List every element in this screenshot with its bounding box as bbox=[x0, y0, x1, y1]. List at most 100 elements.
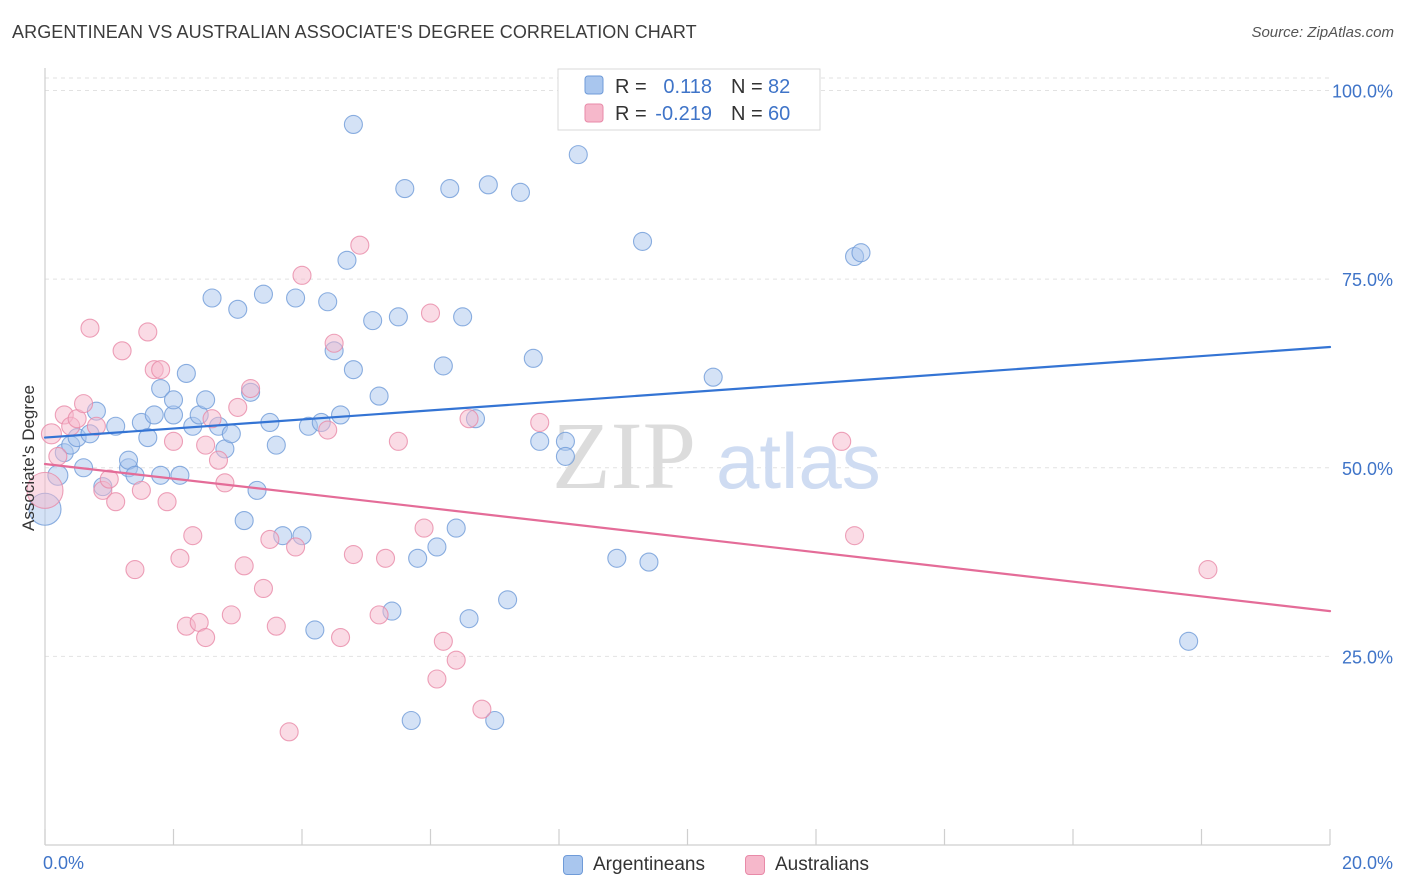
point-argentineans bbox=[228, 299, 248, 319]
point-argentineans bbox=[330, 405, 351, 425]
point-australians bbox=[86, 416, 106, 436]
point-argentineans bbox=[318, 292, 338, 312]
point-argentineans bbox=[196, 390, 216, 410]
point-argentineans bbox=[433, 356, 453, 376]
stats-legend-n-value: 60 bbox=[768, 103, 790, 125]
point-argentineans bbox=[485, 710, 505, 731]
y-tick-label: 50.0% bbox=[1342, 459, 1393, 479]
point-australians bbox=[48, 446, 68, 466]
point-australians bbox=[234, 556, 254, 576]
point-argentineans bbox=[144, 405, 164, 425]
chart-source: Source: ZipAtlas.com bbox=[1251, 24, 1394, 41]
point-argentineans bbox=[286, 288, 306, 308]
point-australians bbox=[433, 631, 453, 651]
point-australians bbox=[832, 431, 852, 451]
stats-legend-n-label: N = bbox=[731, 76, 763, 98]
point-australians bbox=[151, 360, 171, 380]
stats-legend-r-label: R = bbox=[615, 76, 647, 98]
stats-legend-r-value: -0.219 bbox=[655, 103, 712, 125]
point-australians bbox=[163, 431, 184, 451]
point-australians bbox=[228, 397, 248, 417]
point-australians bbox=[530, 412, 550, 433]
point-australians bbox=[208, 450, 229, 470]
point-argentineans bbox=[395, 179, 415, 199]
point-argentineans bbox=[632, 231, 653, 251]
legend-label-argentineans: Argentineans bbox=[593, 854, 705, 875]
y-axis-title: Associate's Degree bbox=[19, 385, 38, 531]
legend-item-argentineans[interactable]: Argentineans bbox=[563, 852, 705, 878]
point-argentineans bbox=[176, 363, 196, 383]
point-argentineans bbox=[523, 348, 543, 368]
point-argentineans bbox=[337, 250, 357, 270]
y-tick-label: 100.0% bbox=[1332, 82, 1393, 102]
point-australians bbox=[196, 435, 216, 455]
point-argentineans bbox=[151, 465, 171, 485]
y-tick-label: 75.0% bbox=[1342, 270, 1393, 290]
tick-labels: 25.0% 50.0% 75.0% 100.0% 0.0% 20.0% bbox=[43, 82, 1393, 874]
point-argentineans bbox=[851, 243, 871, 263]
trend-line-australians bbox=[43, 462, 1332, 613]
point-australians bbox=[196, 627, 216, 648]
point-australians bbox=[330, 627, 351, 648]
point-argentineans bbox=[266, 435, 286, 455]
point-argentineans bbox=[639, 552, 659, 572]
chart-title: ARGENTINEAN VS AUSTRALIAN ASSOCIATE'S DE… bbox=[12, 22, 697, 42]
watermark-zip: ZIP bbox=[552, 402, 696, 509]
axes bbox=[44, 68, 1331, 846]
point-argentineans bbox=[138, 428, 158, 448]
point-australians bbox=[350, 235, 370, 255]
point-australians bbox=[106, 492, 126, 512]
point-australians bbox=[241, 378, 261, 399]
point-australians bbox=[318, 420, 338, 440]
point-argentineans bbox=[555, 446, 575, 466]
point-argentineans bbox=[703, 367, 723, 387]
point-australians bbox=[80, 318, 100, 338]
point-australians bbox=[125, 560, 145, 580]
stats-legend-n-value: 82 bbox=[768, 76, 790, 98]
stats-legend-r-label: R = bbox=[615, 103, 647, 125]
stats-legend-r-value: 0.118 bbox=[663, 76, 712, 98]
point-argentineans bbox=[408, 548, 428, 568]
point-argentineans bbox=[253, 284, 274, 304]
point-australians bbox=[131, 480, 151, 500]
point-argentineans bbox=[607, 548, 627, 568]
point-australians bbox=[369, 605, 389, 625]
point-argentineans bbox=[510, 182, 531, 202]
point-australians bbox=[253, 578, 274, 599]
point-australians bbox=[26, 471, 64, 509]
point-australians bbox=[157, 492, 177, 512]
point-argentineans bbox=[363, 311, 383, 331]
point-argentineans bbox=[459, 609, 479, 629]
stats-legend-n-label: N = bbox=[731, 103, 763, 125]
stats-legend: R = 0.118 N = 82 R = -0.219 N = 60 bbox=[557, 68, 821, 131]
point-argentineans bbox=[343, 114, 363, 135]
point-australians bbox=[279, 722, 299, 742]
point-australians bbox=[414, 518, 434, 538]
stats-legend-swatch-australians bbox=[584, 103, 604, 123]
point-argentineans bbox=[388, 307, 408, 327]
trend-line-argentineans bbox=[43, 345, 1332, 439]
point-australians bbox=[324, 333, 344, 353]
point-australians bbox=[446, 650, 466, 670]
legend-item-australians[interactable]: Australians bbox=[745, 852, 869, 878]
point-australians bbox=[292, 265, 312, 285]
point-australians bbox=[266, 616, 286, 636]
point-australians bbox=[343, 544, 363, 565]
watermark: ZIP atlas bbox=[552, 402, 881, 509]
point-argentineans bbox=[170, 465, 190, 485]
point-argentineans bbox=[369, 386, 389, 406]
point-argentineans bbox=[478, 175, 498, 195]
point-argentineans bbox=[1179, 631, 1199, 651]
point-australians bbox=[260, 529, 280, 549]
point-australians bbox=[844, 526, 865, 546]
point-argentineans bbox=[247, 480, 267, 500]
point-argentineans bbox=[106, 416, 126, 436]
point-argentineans bbox=[568, 145, 588, 165]
legend-label-australians: Australians bbox=[775, 854, 869, 875]
point-argentineans bbox=[202, 288, 222, 308]
stats-legend-swatch-argentineans bbox=[584, 75, 604, 95]
point-australians bbox=[74, 394, 94, 414]
point-australians bbox=[459, 409, 479, 429]
point-australians bbox=[420, 303, 441, 323]
